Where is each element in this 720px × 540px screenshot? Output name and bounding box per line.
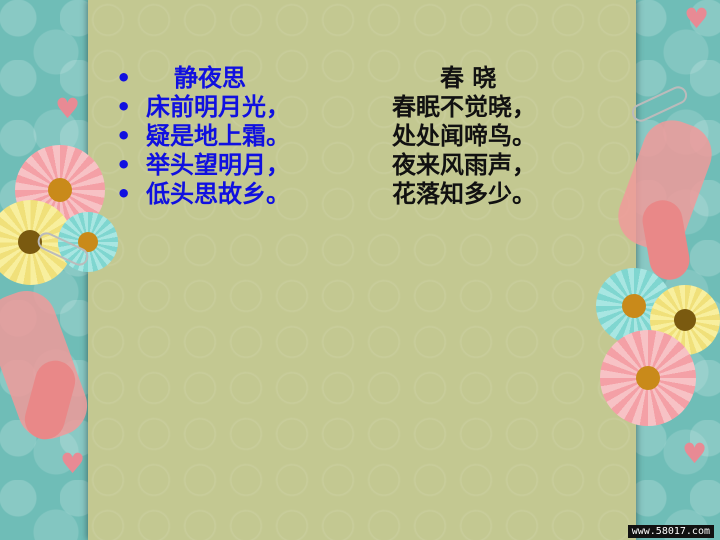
poem-line-text: 花落知多少。 bbox=[392, 180, 536, 208]
flower-center bbox=[18, 230, 42, 254]
poem-title: 春 晓 bbox=[440, 64, 497, 92]
bullet: • bbox=[116, 93, 132, 121]
poem-title: 静夜思 bbox=[174, 64, 246, 92]
poem-line: 处处闻啼鸟。 bbox=[392, 122, 536, 151]
poem-line-text: 床前明月光， bbox=[146, 93, 290, 121]
bullet: • bbox=[116, 64, 132, 92]
poem-line: • 举头望明月， bbox=[116, 151, 290, 180]
flower-center bbox=[674, 309, 696, 331]
flower-center bbox=[622, 294, 646, 318]
poem-line-text: 低头思故乡。 bbox=[146, 180, 290, 208]
paper-background bbox=[88, 0, 636, 540]
poem-title-row: 春 晓 bbox=[392, 64, 536, 93]
heart-icon: ♥ bbox=[60, 447, 86, 480]
poem-line: • 床前明月光， bbox=[116, 93, 290, 122]
flower-center bbox=[78, 232, 98, 252]
poem-line-text: 举头望明月， bbox=[146, 151, 290, 179]
heart-icon: ♥ bbox=[684, 2, 710, 35]
poem-line: 花落知多少。 bbox=[392, 180, 536, 209]
poem-chunxiao: 春 晓 春眠不觉晓， 处处闻啼鸟。 夜来风雨声， 花落知多少。 bbox=[392, 64, 536, 209]
flower-center bbox=[636, 366, 660, 390]
heart-icon: ♥ bbox=[55, 92, 81, 125]
bullet: • bbox=[116, 151, 132, 179]
poem-line-text: 疑是地上霜。 bbox=[146, 122, 290, 150]
poem-line: • 低头思故乡。 bbox=[116, 180, 290, 209]
poem-title-row: • 静夜思 bbox=[116, 64, 290, 93]
flower-center bbox=[48, 178, 72, 202]
poem-line-text: 处处闻啼鸟。 bbox=[392, 122, 536, 150]
poem-line-text: 春眠不觉晓， bbox=[392, 93, 536, 121]
bullet: • bbox=[116, 122, 132, 150]
poem-line-text: 夜来风雨声， bbox=[392, 151, 536, 179]
poem-line: 夜来风雨声， bbox=[392, 151, 536, 180]
website-watermark: www.58017.com bbox=[627, 525, 714, 538]
bullet: • bbox=[116, 180, 132, 208]
poem-line: 春眠不觉晓， bbox=[392, 93, 536, 122]
heart-icon: ♥ bbox=[682, 437, 708, 470]
poem-line: • 疑是地上霜。 bbox=[116, 122, 290, 151]
poem-jingyesi: • 静夜思 • 床前明月光， • 疑是地上霜。 • 举头望明月， • 低头思故乡… bbox=[116, 64, 290, 209]
